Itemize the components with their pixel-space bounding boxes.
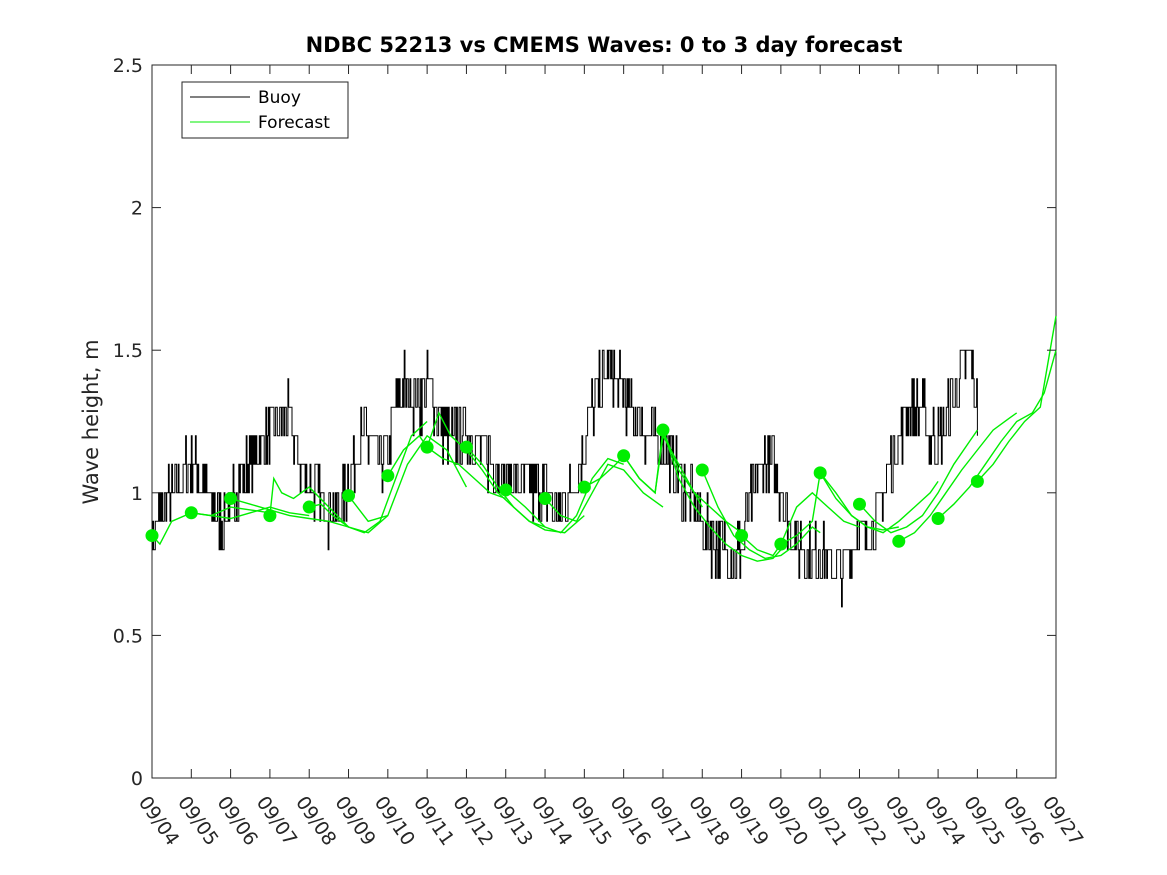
forecast-line <box>819 472 939 534</box>
forecast-marker <box>813 466 827 480</box>
forecast-line <box>898 412 1018 542</box>
forecast-marker <box>224 492 238 506</box>
y-tick-labels: 0 0.5 1 1.5 2 2.5 <box>113 55 143 790</box>
forecast-line <box>387 434 506 500</box>
forecast-marker <box>145 529 159 543</box>
legend-forecast-label: Forecast <box>258 113 330 133</box>
forecast-marker <box>892 534 906 548</box>
forecast-line <box>230 497 349 528</box>
plot-area <box>145 64 1057 779</box>
y-axis-label: Wave height, m <box>79 339 103 504</box>
forecast-marker <box>774 537 788 551</box>
forecast-marker <box>695 463 709 477</box>
forecast-line <box>191 506 310 520</box>
y-tick-label: 2.5 <box>113 55 143 77</box>
forecast-line <box>701 469 821 560</box>
y-tick-label: 1.5 <box>113 340 143 362</box>
forecast-marker <box>342 489 356 503</box>
forecast-marker <box>931 511 945 525</box>
forecast-marker <box>656 423 670 437</box>
forecast-line <box>662 429 782 562</box>
forecast-marker <box>184 506 198 520</box>
forecast-line <box>347 434 468 523</box>
y-tick-label: 2 <box>131 198 143 220</box>
forecast-marker <box>263 509 277 523</box>
forecast-marker <box>381 469 395 483</box>
forecast-line <box>937 350 1057 520</box>
forecast-marker <box>499 483 513 497</box>
forecast-line <box>741 491 860 557</box>
y-tick-label: 0 <box>131 768 143 790</box>
legend: Buoy Forecast <box>181 81 349 139</box>
forecast-line <box>780 471 899 545</box>
forecast-marker <box>302 500 316 514</box>
legend-box <box>181 81 349 139</box>
forecast-marker <box>538 492 552 506</box>
forecast-line <box>623 429 743 534</box>
forecast-marker <box>970 474 984 488</box>
forecast-line <box>309 420 428 534</box>
forecast-marker <box>852 497 866 511</box>
forecast-line <box>858 429 978 534</box>
buoy-line <box>152 349 978 608</box>
forecast-marker <box>459 440 473 454</box>
y-tick-label: 0.5 <box>113 625 143 647</box>
forecast-line <box>505 457 624 534</box>
forecast-marker <box>735 529 749 543</box>
legend-buoy-label: Buoy <box>258 88 301 108</box>
forecast-line <box>269 476 389 534</box>
forecast-marker <box>420 440 434 454</box>
forecast-line <box>976 315 1057 482</box>
forecast-markers <box>145 423 984 551</box>
forecast-series <box>151 315 1057 562</box>
axis-ticks <box>151 64 1057 779</box>
chart-title: NDBC 52213 vs CMEMS Waves: 0 to 3 day fo… <box>306 33 903 57</box>
forecast-marker <box>577 480 591 494</box>
y-tick-label: 1 <box>131 483 143 505</box>
buoy-series <box>152 349 978 608</box>
forecast-marker <box>617 449 631 463</box>
axes-box <box>151 64 1057 779</box>
